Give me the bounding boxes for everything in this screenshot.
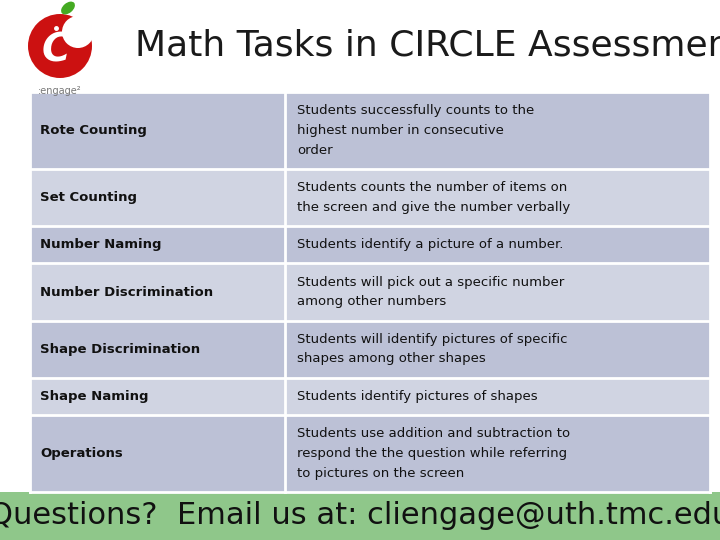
Text: Number Discrimination: Number Discrimination [40,286,213,299]
Bar [30,169,710,226]
Text: Operations: Operations [40,447,122,460]
Ellipse shape [61,2,75,15]
Circle shape [62,16,94,48]
Text: Students will pick out a specific number: Students will pick out a specific number [297,276,564,289]
Text: Questions?  Email us at: cliengage@uth.tmc.edu: Questions? Email us at: cliengage@uth.tm… [0,502,720,530]
Text: Students successfully counts to the: Students successfully counts to the [297,104,534,117]
Text: Shape Discrimination: Shape Discrimination [40,343,200,356]
Text: Rote Counting: Rote Counting [40,124,147,137]
Bar [30,226,710,264]
Text: Math Tasks in CIRCLE Assessment: Math Tasks in CIRCLE Assessment [135,29,720,63]
Text: highest number in consecutive: highest number in consecutive [297,124,504,137]
Text: respond the the question while referring: respond the the question while referring [297,447,567,460]
Text: among other numbers: among other numbers [297,295,446,308]
Bar [30,377,710,415]
Text: Students identify a picture of a number.: Students identify a picture of a number. [297,238,563,251]
Bar [0,492,720,540]
Bar [30,415,710,492]
Text: Set Counting: Set Counting [40,191,137,204]
Text: shapes among other shapes: shapes among other shapes [297,353,486,366]
Text: C: C [42,31,71,69]
Text: Shape Naming: Shape Naming [40,390,148,403]
Bar [30,264,710,321]
Text: Number Naming: Number Naming [40,238,161,251]
Text: Students identify pictures of shapes: Students identify pictures of shapes [297,390,538,403]
Text: :engage²: :engage² [38,86,82,96]
Text: the screen and give the number verbally: the screen and give the number verbally [297,201,570,214]
Circle shape [28,14,92,78]
Text: to pictures on the screen: to pictures on the screen [297,467,464,480]
Text: Students will identify pictures of specific: Students will identify pictures of speci… [297,333,567,346]
Bar [30,321,710,377]
Text: Students counts the number of items on: Students counts the number of items on [297,181,567,194]
Text: Students use addition and subtraction to: Students use addition and subtraction to [297,428,570,441]
Text: order: order [297,144,333,157]
Bar [30,92,710,169]
